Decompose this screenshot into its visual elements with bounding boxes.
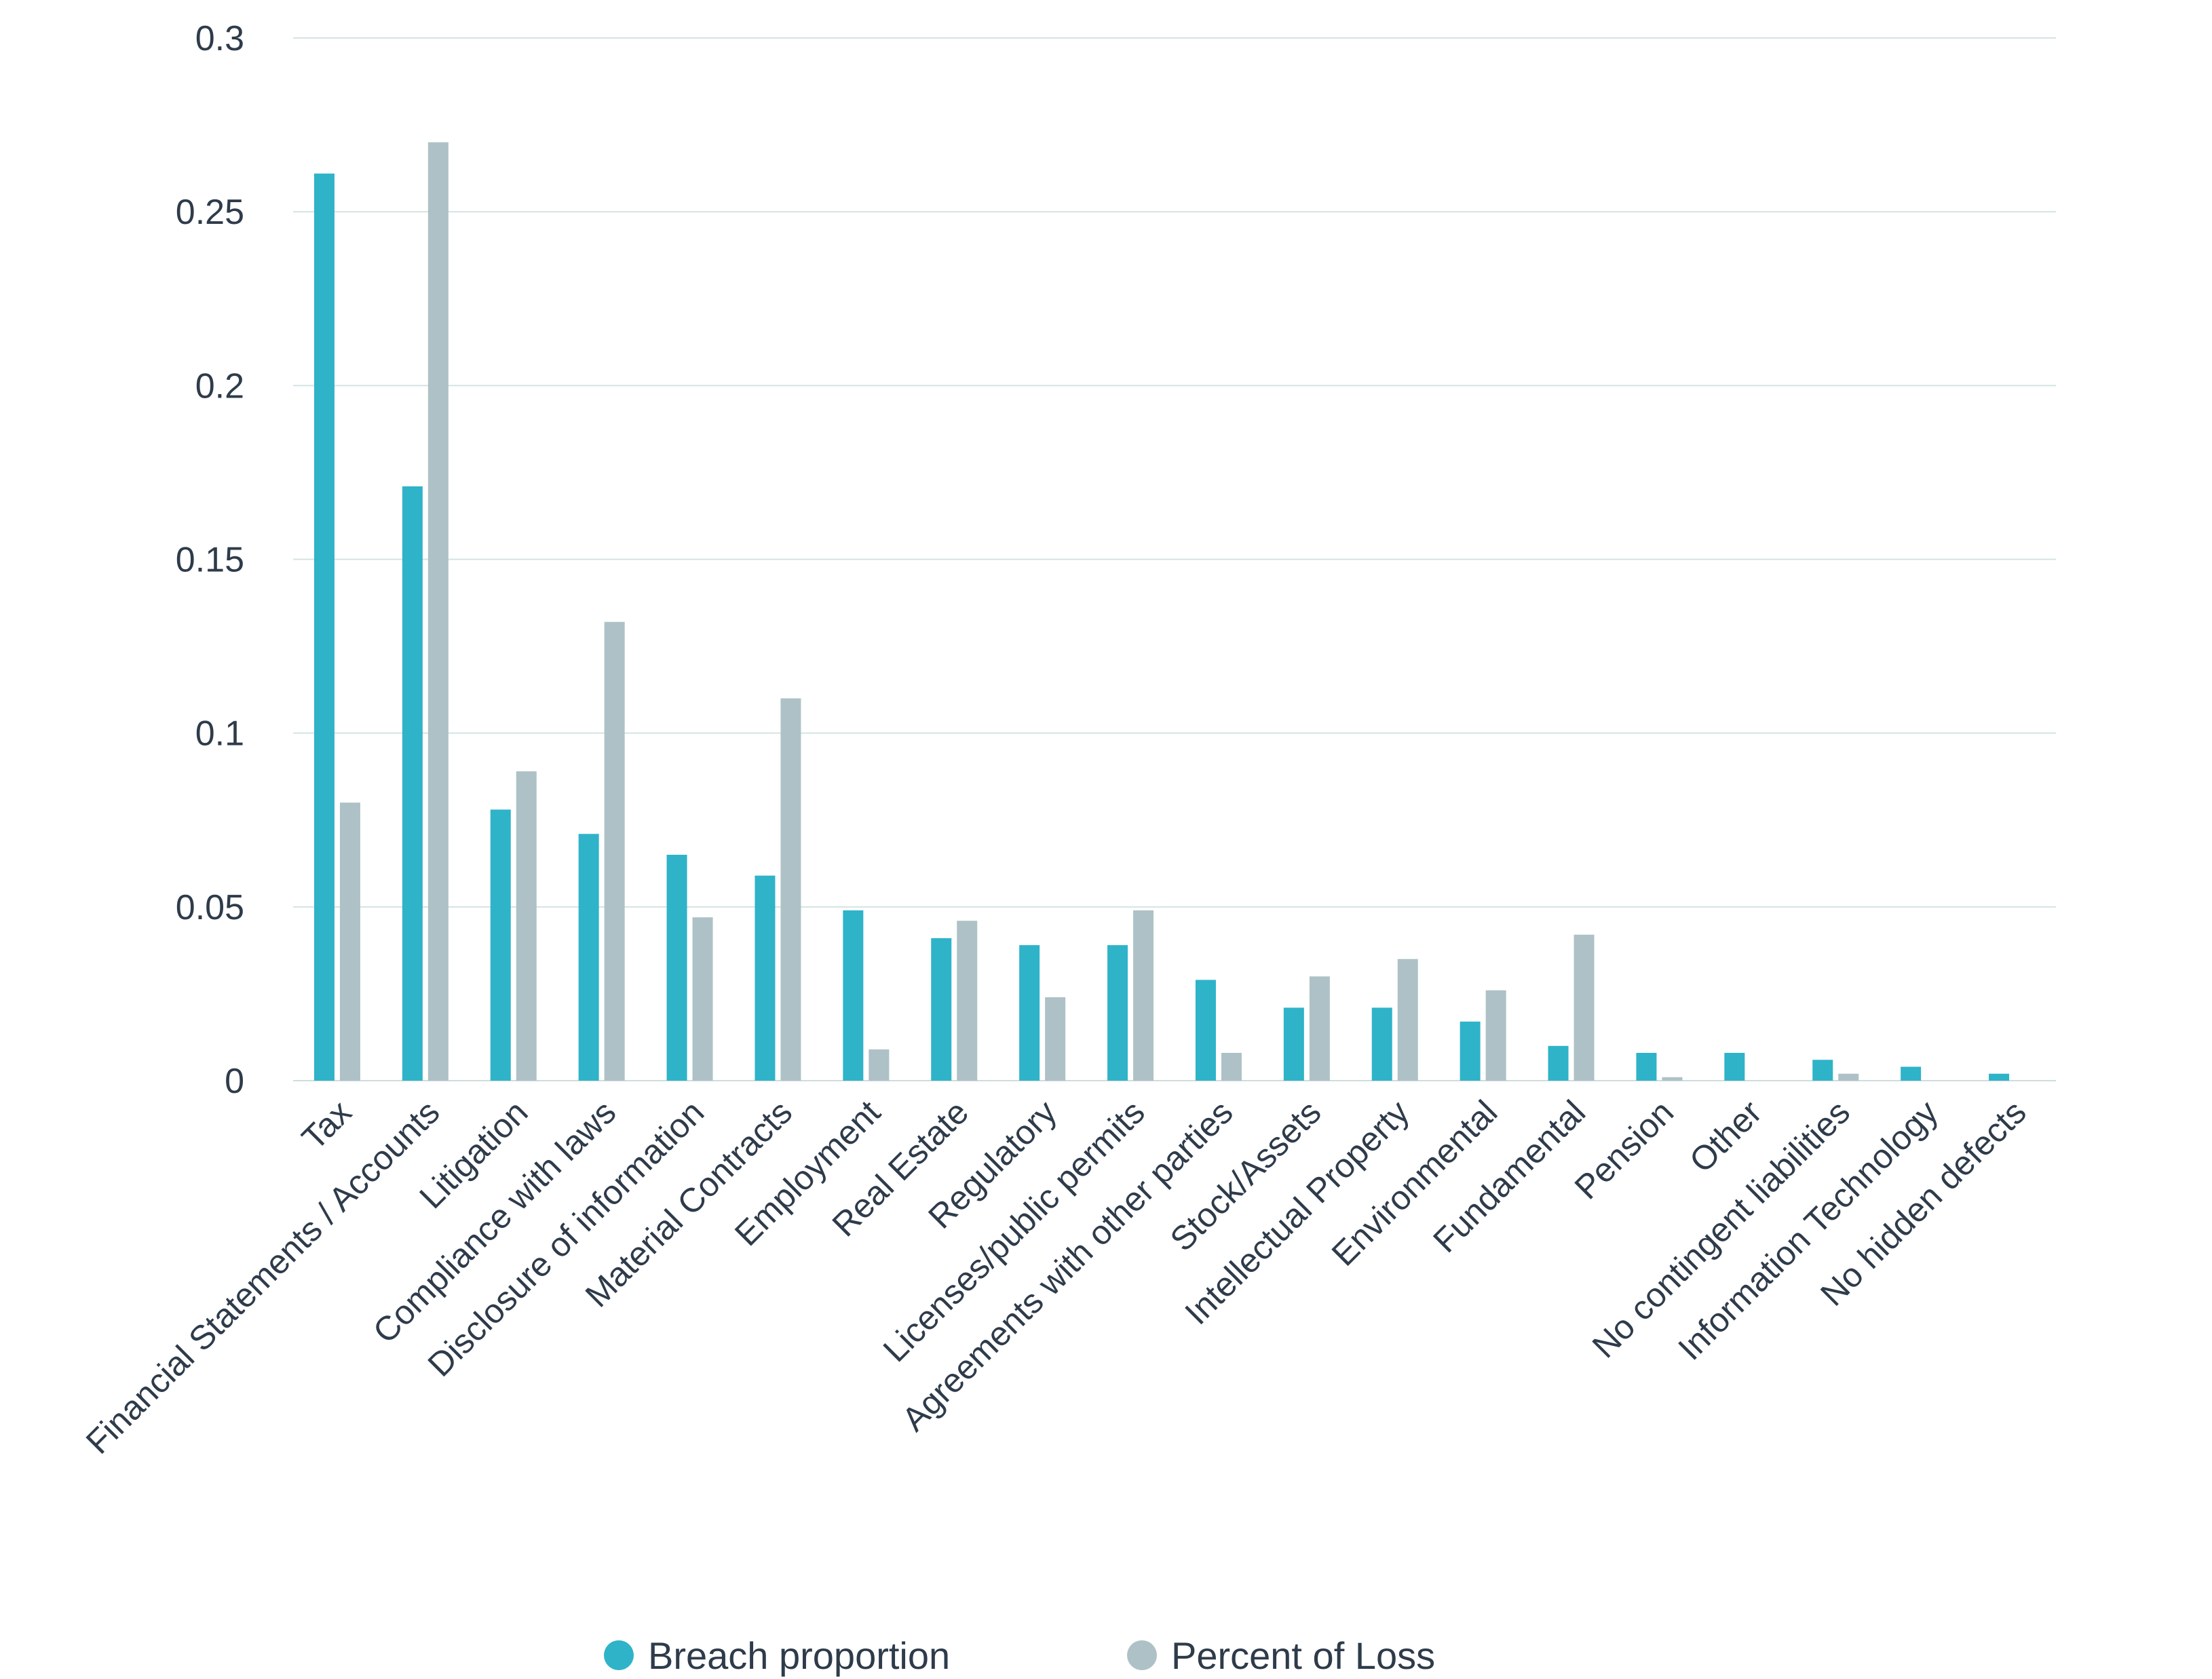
y-tick-label-5: 0.25 <box>176 193 244 232</box>
bar-loss-3 <box>604 621 625 1081</box>
bars <box>313 142 2010 1081</box>
bar-loss-10 <box>1221 1053 1242 1081</box>
bar-loss-13 <box>1485 990 1506 1081</box>
bar-breach-3 <box>578 834 599 1081</box>
bar-breach-9 <box>1107 945 1128 1081</box>
y-tick-label-2: 0.1 <box>195 714 244 754</box>
bar-breach-19 <box>1989 1073 2010 1081</box>
y-axis-ticks: 0 0.05 0.1 0.15 0.2 0.25 0.3 <box>176 19 244 1101</box>
bar-loss-8 <box>1045 997 1066 1081</box>
y-tick-label-0: 0 <box>225 1062 244 1101</box>
bar-breach-5 <box>755 875 776 1081</box>
bar-breach-8 <box>1019 945 1040 1081</box>
y-tick-label-6: 0.3 <box>195 19 244 58</box>
bar-breach-10 <box>1195 980 1216 1081</box>
bar-breach-12 <box>1371 1007 1392 1081</box>
bar-breach-17 <box>1812 1060 1833 1081</box>
x-tick-label-0: Tax <box>294 1093 359 1157</box>
y-tick-label-1: 0.05 <box>176 888 244 927</box>
legend-label-1: Percent of Loss <box>1171 1634 1435 1677</box>
bar-breach-15 <box>1636 1053 1657 1081</box>
bar-breach-6 <box>843 910 864 1081</box>
bar-breach-4 <box>666 854 687 1081</box>
bar-loss-15 <box>1662 1077 1683 1081</box>
bar-loss-5 <box>780 698 801 1081</box>
bar-loss-9 <box>1133 910 1154 1081</box>
x-tick-label-14: Fundamental <box>1426 1093 1593 1260</box>
grid-lines <box>293 37 2056 1081</box>
bar-loss-12 <box>1397 959 1418 1081</box>
bar-breach-18 <box>1901 1066 1922 1081</box>
bar-loss-14 <box>1574 934 1595 1081</box>
x-tick-label-15: Pension <box>1567 1093 1681 1206</box>
bar-loss-11 <box>1309 976 1330 1081</box>
legend: Breach proportion Percent of Loss <box>604 1634 1435 1677</box>
bar-loss-17 <box>1838 1073 1859 1081</box>
x-tick-label-1: Financial Statements / Accounts <box>79 1093 447 1461</box>
legend-marker-1 <box>1127 1640 1157 1670</box>
y-tick-label-4: 0.2 <box>195 366 244 406</box>
bar-breach-11 <box>1283 1007 1304 1081</box>
bar-loss-6 <box>869 1049 890 1081</box>
bar-breach-7 <box>931 938 952 1081</box>
legend-marker-0 <box>604 1640 634 1670</box>
bar-loss-2 <box>516 771 537 1081</box>
bar-loss-0 <box>339 803 360 1081</box>
bar-breach-2 <box>490 809 511 1081</box>
bar-breach-0 <box>313 173 335 1081</box>
legend-label-0: Breach proportion <box>648 1634 950 1677</box>
bar-loss-1 <box>427 142 449 1081</box>
bar-breach-1 <box>402 486 423 1081</box>
y-tick-label-3: 0.15 <box>176 541 244 580</box>
bar-loss-7 <box>957 921 978 1081</box>
bar-breach-14 <box>1548 1045 1569 1081</box>
bar-breach-13 <box>1460 1021 1481 1081</box>
bar-loss-4 <box>692 917 713 1081</box>
bar-breach-16 <box>1724 1053 1745 1081</box>
